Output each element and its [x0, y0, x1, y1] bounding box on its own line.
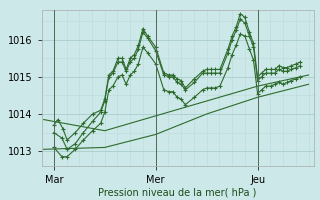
X-axis label: Pression niveau de la mer( hPa ): Pression niveau de la mer( hPa ): [99, 188, 257, 198]
